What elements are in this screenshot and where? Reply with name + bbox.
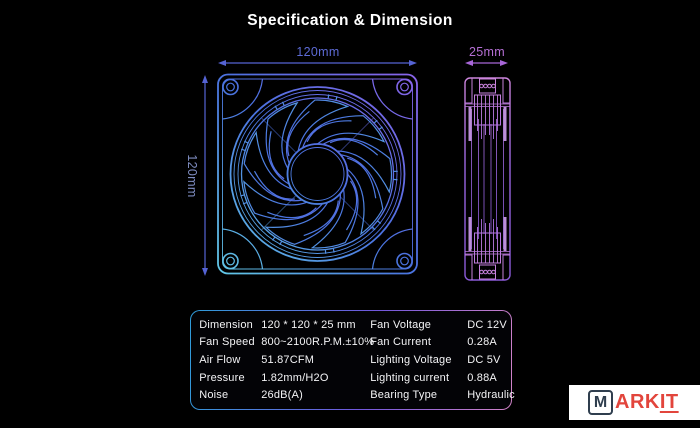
fan-hub-inner [290, 147, 345, 201]
spec-value: 0.88A [467, 371, 497, 384]
spec-table: Dimension 120 * 120 * 25 mm Fan Voltage … [190, 310, 515, 410]
spec-value: 26dB(A) [261, 389, 303, 402]
fan-corner-mounts [222, 78, 413, 270]
fan-hub-outline [286, 143, 349, 205]
height-dimension-arrow [202, 75, 208, 276]
fan-frame-inner-outline [222, 78, 413, 270]
depth-dimension-arrow [465, 60, 508, 66]
side-view-inner-lines [471, 109, 504, 249]
spec-value: 800~2100R.P.M.±10% [261, 336, 375, 349]
fan-side-view-drawing [463, 76, 512, 282]
spec-value: Hydraulic [467, 389, 515, 402]
spec-value: 51.87CFM [261, 353, 315, 366]
markit-watermark: M ARK IT [569, 385, 700, 420]
width-dimension-arrow [218, 60, 417, 66]
fan-ring-line [233, 90, 402, 258]
spec-value: DC 12V [467, 318, 507, 331]
fan-ring-outer [229, 86, 406, 262]
markit-logo-underlined: IT [659, 391, 679, 413]
spec-label: Air Flow [199, 353, 241, 366]
spec-table-background: Dimension 120 * 120 * 25 mm Fan Voltage … [191, 311, 515, 409]
spec-label: Fan Voltage [370, 318, 432, 331]
spec-label: Pressure [199, 371, 245, 384]
spec-label: Fan Speed [199, 336, 255, 349]
page-title: Specification & Dimension [247, 12, 453, 29]
fan-ring-line [237, 94, 398, 254]
fan-screw-holes [222, 78, 413, 270]
front-height-label: 120mm [185, 154, 199, 198]
spec-label: Lighting Voltage [370, 353, 452, 366]
fan-ring-inner [240, 97, 395, 251]
spec-value: 0.28A [467, 336, 497, 349]
spec-label: Fan Current [370, 336, 432, 349]
fan-front-view-drawing [217, 73, 418, 275]
spec-label: Noise [199, 389, 229, 402]
side-view-outline [464, 77, 511, 281]
spec-value: 1.82mm/H2O [261, 371, 329, 384]
spec-label: Lighting current [370, 371, 450, 384]
markit-logo-box: M [588, 390, 613, 415]
spec-value: DC 5V [467, 353, 501, 366]
markit-logo-text: ARK [615, 391, 660, 413]
front-width-label: 120mm [296, 45, 340, 59]
spec-label: Bearing Type [370, 389, 438, 402]
side-depth-label: 25mm [469, 45, 505, 59]
fan-frame-outline [217, 73, 418, 275]
spec-table-grid: Dimension 120 * 120 * 25 mm Fan Voltage … [199, 316, 514, 404]
spec-label: Dimension [199, 318, 253, 331]
spec-value: 120 * 120 * 25 mm [261, 318, 356, 331]
